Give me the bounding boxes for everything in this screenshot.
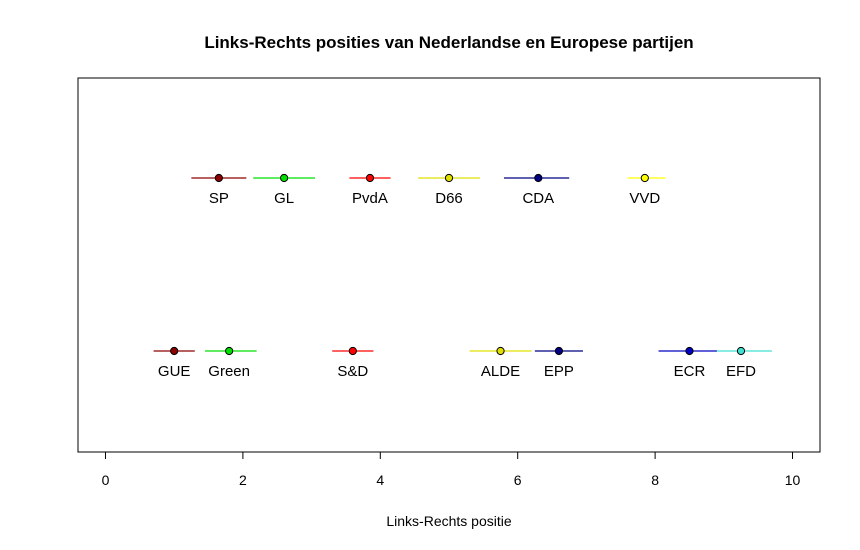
point-gl [280, 173, 289, 183]
point-d66 [444, 173, 454, 183]
point-pvda [365, 173, 375, 183]
point-vvd [640, 173, 649, 183]
x-tick-label: 10 [785, 472, 801, 488]
point-ecr [685, 346, 694, 356]
party-label-cda: CDA [522, 190, 554, 207]
point-gue [170, 346, 179, 356]
party-label-ecr: ECR [674, 363, 706, 380]
party-label-epp: EPP [544, 363, 574, 380]
point-efd [736, 346, 746, 356]
series-dutch: SP GL PvdA D66 CDA VVD [191, 173, 666, 207]
point-alde [496, 346, 505, 356]
party-label-d66: D66 [435, 190, 463, 207]
point-cda [534, 173, 543, 183]
x-axis-label: Links-Rechts positie [386, 513, 511, 529]
point-green [225, 346, 234, 356]
x-tick-label: 4 [376, 472, 384, 488]
party-label-gl: GL [274, 190, 294, 207]
plot-frame [77, 77, 821, 453]
point-sp [214, 173, 223, 183]
party-label-sp: SP [209, 190, 229, 207]
x-axis: 0 2 4 6 8 10 [102, 451, 801, 488]
point-epp [554, 346, 564, 356]
x-tick-label: 6 [514, 472, 522, 488]
party-label-vvd: VVD [629, 190, 660, 207]
party-label-alde: ALDE [481, 363, 520, 380]
point-sd [348, 346, 357, 356]
x-tick-label: 8 [651, 472, 659, 488]
party-label-gue: GUE [158, 363, 191, 380]
x-tick-label: 0 [102, 472, 110, 488]
series-european: GUE Green S&D ALDE EPP ECR EFD [153, 346, 772, 380]
party-label-pvda: PvdA [352, 190, 388, 207]
x-tick-label: 2 [239, 472, 247, 488]
chart-marks: SP GL PvdA D66 CDA VVD GUE Green S&D ALDE EPP ECR EF… [153, 173, 772, 380]
party-label-efd: EFD [726, 363, 756, 380]
party-label-sd: S&D [337, 363, 368, 380]
chart-title: Links-Rechts posities van Nederlandse en… [204, 33, 693, 52]
party-label-green: Green [208, 363, 250, 380]
